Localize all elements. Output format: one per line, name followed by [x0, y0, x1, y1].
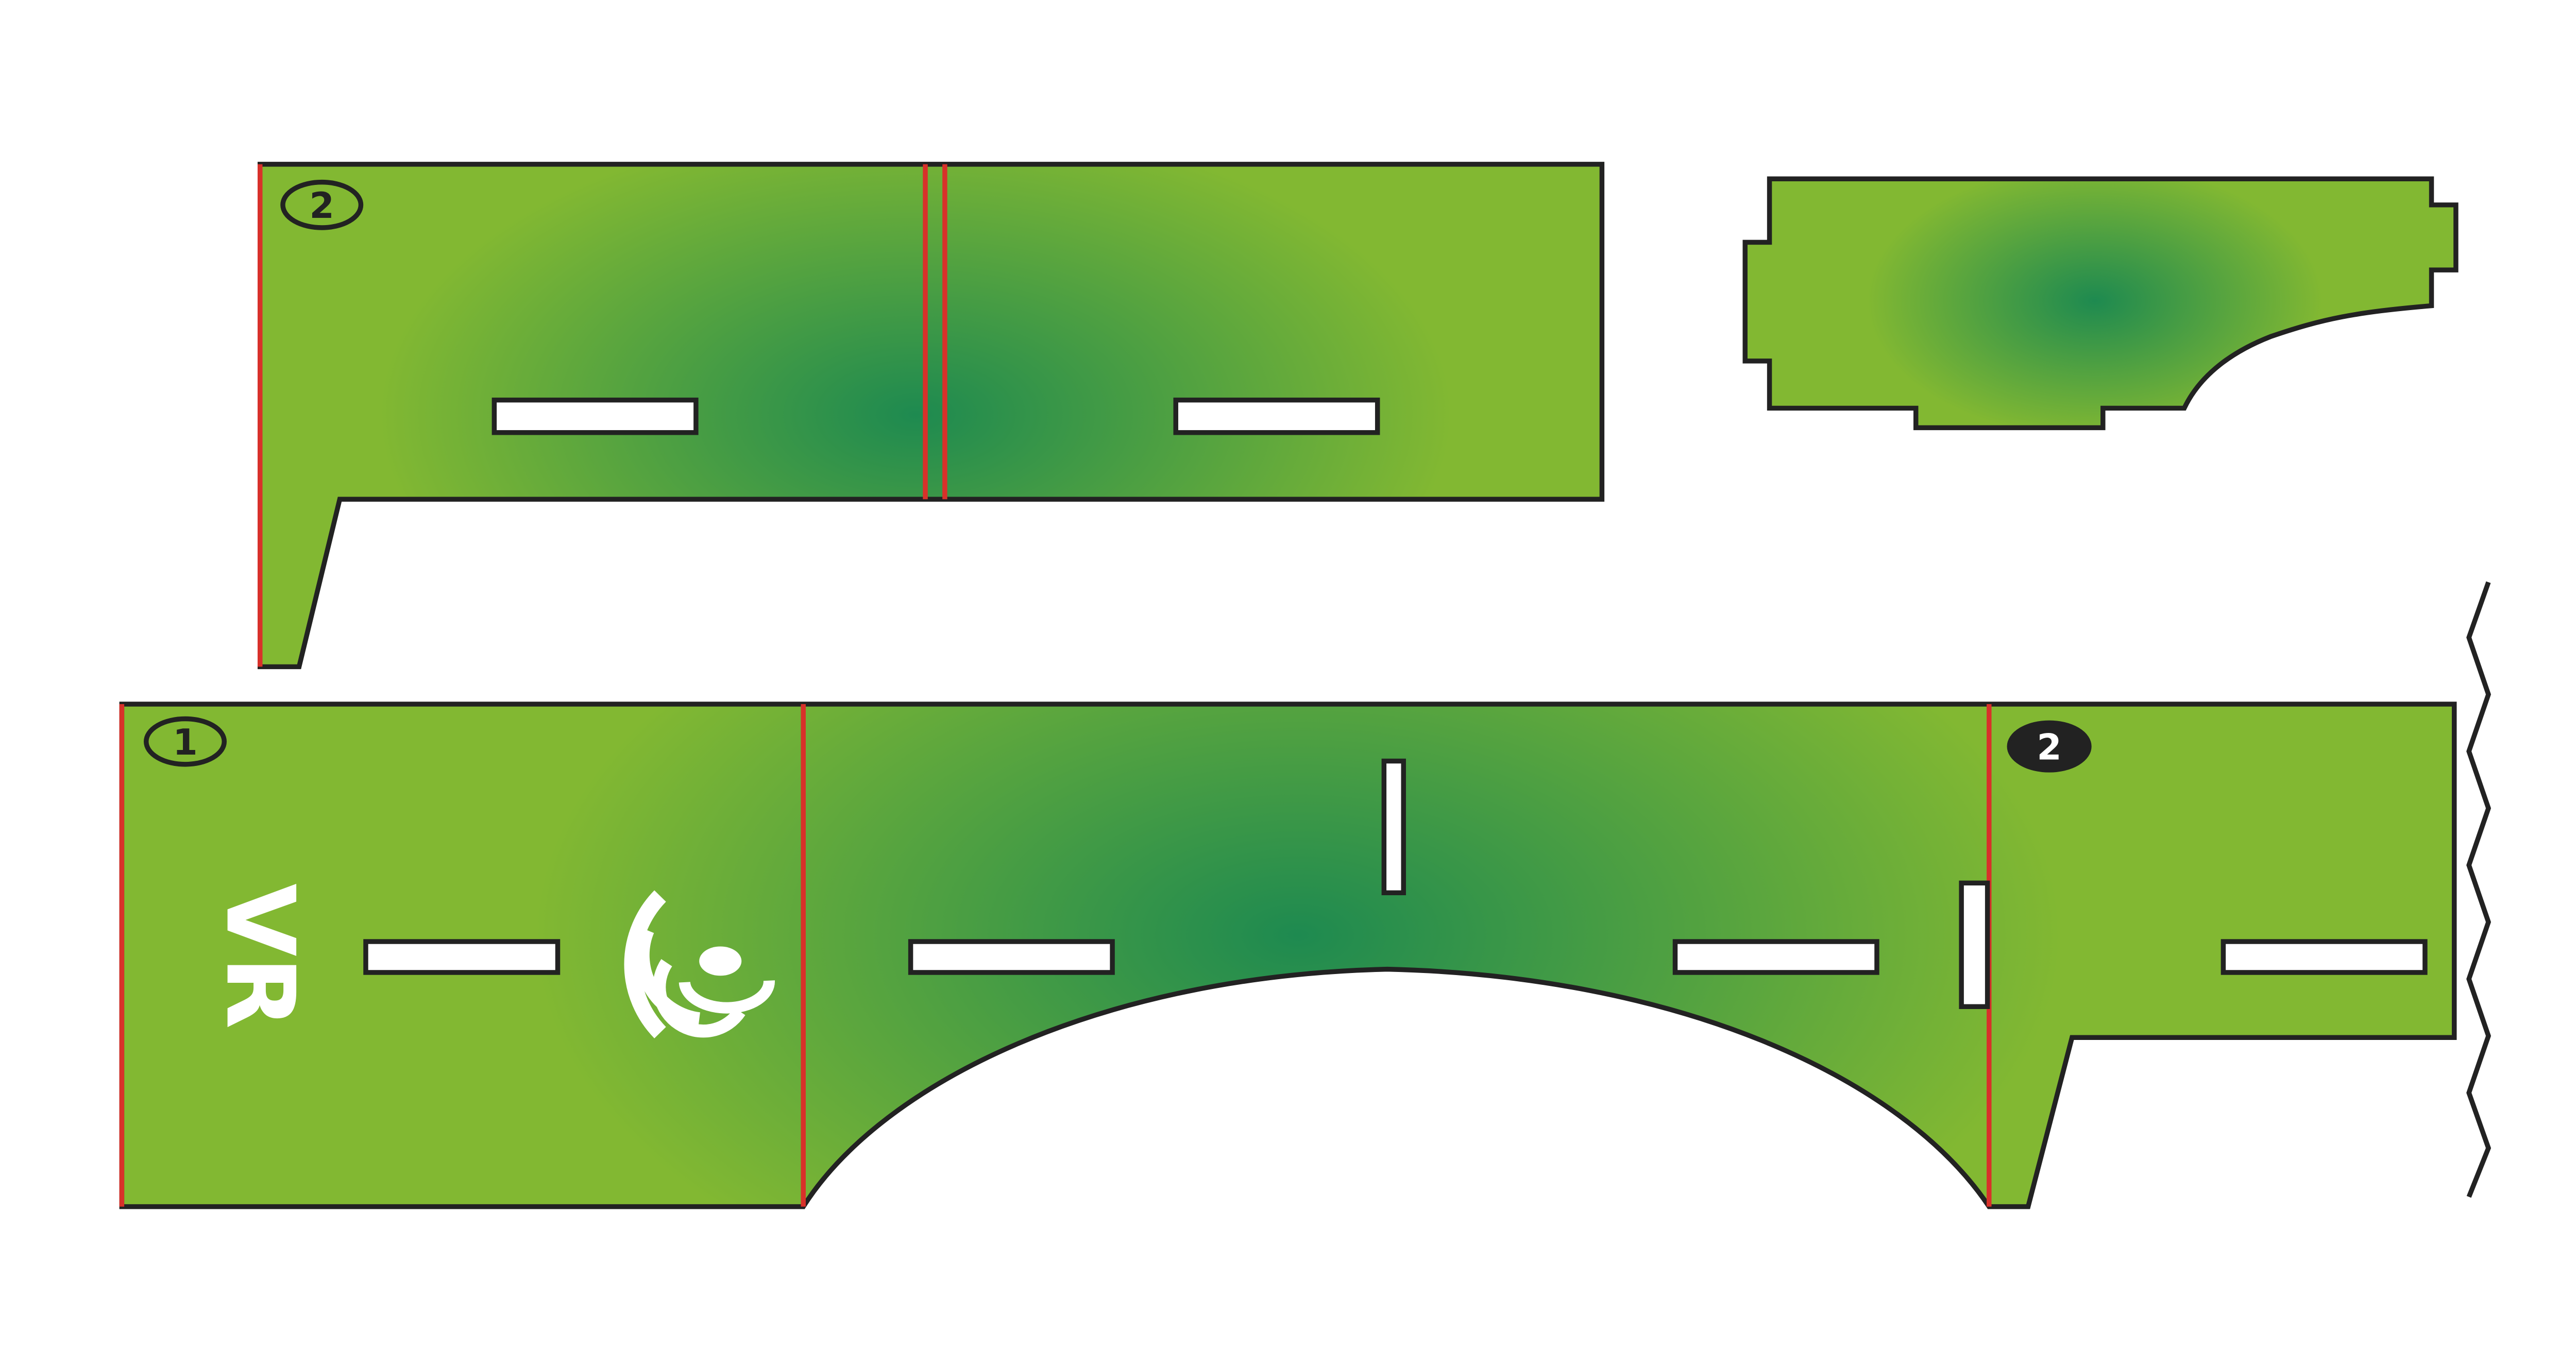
badge-filled: 2 — [2007, 720, 2092, 773]
top-left-panel-shape — [258, 162, 1605, 670]
badge-number: 2 — [2037, 727, 2061, 768]
bottom-strip-shape — [119, 702, 2457, 1209]
top-left-panel: 2 — [258, 162, 1605, 670]
slot — [2221, 939, 2428, 975]
slot — [1959, 880, 1990, 1010]
top-right-panel-shape — [1742, 176, 2459, 431]
slot — [492, 397, 699, 435]
vr-eye-logo-icon — [624, 890, 775, 1038]
slot — [1672, 939, 1879, 975]
badge-outline: 1 — [144, 716, 227, 767]
top-right-panel — [1742, 176, 2459, 431]
slot — [363, 939, 561, 975]
vr-logo-text: VR — [205, 883, 315, 1029]
bottom-strip: 1 2 VR — [119, 702, 2457, 1209]
badge-outline: 2 — [280, 179, 364, 230]
slot — [1173, 397, 1380, 435]
badge-number: 2 — [310, 185, 334, 227]
zigzag-cut-icon — [2466, 581, 2492, 1198]
slot — [908, 939, 1115, 975]
badge-number: 1 — [173, 722, 197, 763]
slot — [1381, 758, 1406, 896]
